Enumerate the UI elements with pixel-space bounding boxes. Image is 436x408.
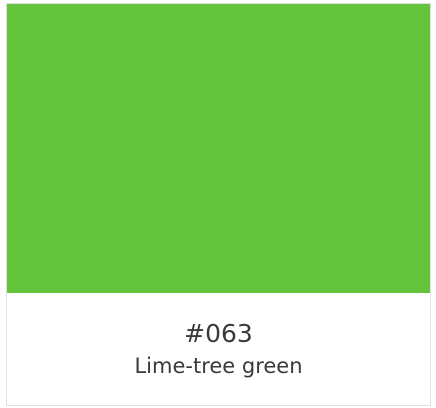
color-swatch — [7, 4, 430, 293]
color-name: Lime-tree green — [134, 354, 303, 378]
color-card[interactable]: #063 Lime-tree green — [6, 3, 431, 406]
color-info: #063 Lime-tree green — [7, 293, 430, 379]
color-code: #063 — [184, 319, 253, 348]
